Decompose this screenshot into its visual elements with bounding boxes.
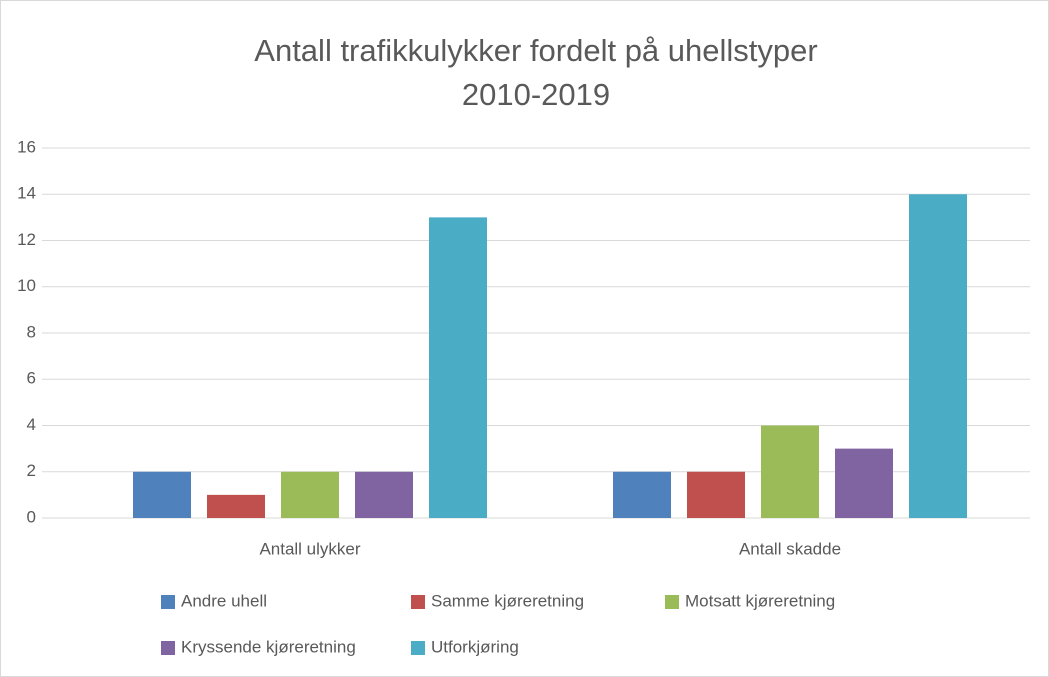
- legend-swatch: [161, 595, 175, 609]
- bar: [207, 494, 265, 518]
- legend-swatch: [411, 595, 425, 609]
- y-tick-label: 8: [27, 322, 36, 341]
- bar: [687, 471, 745, 518]
- legend-swatch: [411, 641, 425, 655]
- legend-swatch: [665, 595, 679, 609]
- y-tick-label: 2: [27, 461, 36, 480]
- bar: [429, 217, 487, 518]
- bar: [909, 194, 967, 518]
- y-tick-label: 16: [17, 137, 36, 156]
- y-tick-label: 0: [27, 507, 36, 526]
- bar: [761, 425, 819, 518]
- legend-label: Kryssende kjøreretning: [181, 637, 356, 656]
- legend-label: Motsatt kjøreretning: [685, 591, 835, 610]
- y-tick-label: 10: [17, 276, 36, 295]
- bar: [613, 471, 671, 518]
- chart-title: Antall trafikkulykker fordelt på uhellst…: [254, 33, 817, 68]
- chart-title: 2010-2019: [462, 77, 610, 112]
- x-tick-label: Antall ulykker: [259, 539, 360, 558]
- bar: [133, 471, 191, 518]
- y-tick-label: 12: [17, 230, 36, 249]
- legend-label: Samme kjøreretning: [431, 591, 584, 610]
- bar: [355, 471, 413, 518]
- y-tick-label: 6: [27, 369, 36, 388]
- y-tick-label: 4: [27, 415, 36, 434]
- legend-label: Andre uhell: [181, 591, 267, 610]
- legend-swatch: [161, 641, 175, 655]
- bar: [281, 471, 339, 518]
- y-tick-label: 14: [17, 184, 36, 203]
- x-tick-label: Antall skadde: [739, 539, 841, 558]
- bar: [835, 448, 893, 518]
- legend-label: Utforkjøring: [431, 637, 519, 656]
